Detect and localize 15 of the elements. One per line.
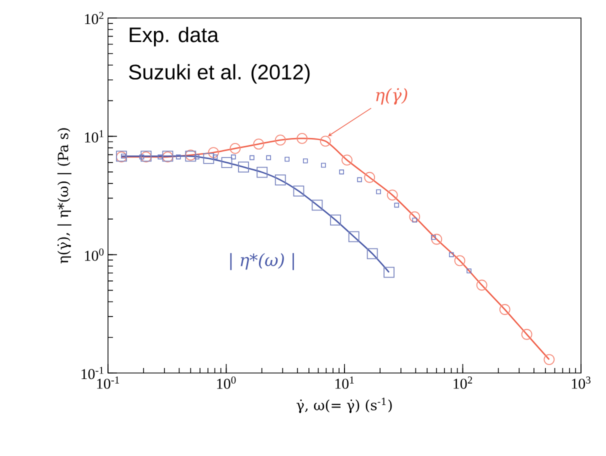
y-tick-label: 10$^{0}$ <box>85 248 104 261</box>
y-tick-label: 10$^{2}$ <box>85 12 104 24</box>
annotation: Suzuki et al. (2012) <box>129 64 310 84</box>
x-tick-label: 10$^{-1}$ <box>97 376 119 389</box>
text: | η*(ω) | <box>230 253 294 270</box>
x-axis-title: γ̇, ω(= γ̇) (s$^{-1}$) <box>296 398 392 414</box>
x-tick-label: 10$^{0}$ <box>217 376 236 389</box>
y-axis-title: η(γ̇), | η*(ω) | (Pa s) <box>57 128 72 264</box>
x-tick-label: 10$^{1}$ <box>335 376 354 389</box>
y-tick-label: 10$^{-1}$ <box>82 366 104 380</box>
annotation: Exp. data <box>130 26 219 46</box>
text: η(γ̇) <box>376 88 408 105</box>
x-tick-label: 10$^{2}$ <box>454 376 472 389</box>
y-tick-label: 10$^{1}$ <box>85 130 104 142</box>
x-tick-label: 10$^{3}$ <box>572 376 590 389</box>
